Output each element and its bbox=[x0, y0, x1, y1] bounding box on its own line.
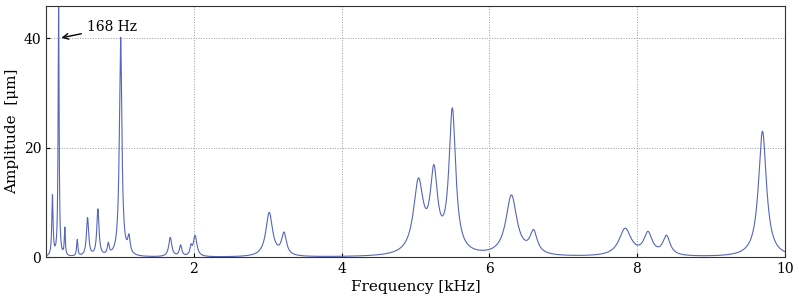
Text: 168 Hz: 168 Hz bbox=[63, 20, 137, 39]
X-axis label: Frequency [kHz]: Frequency [kHz] bbox=[351, 280, 480, 294]
Y-axis label: Amplitude  [μm]: Amplitude [μm] bbox=[6, 69, 19, 194]
